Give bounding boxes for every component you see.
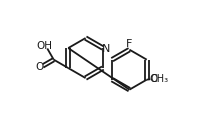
Text: O: O bbox=[35, 62, 43, 72]
Text: F: F bbox=[126, 39, 132, 49]
Text: CH₃: CH₃ bbox=[150, 74, 168, 84]
Text: N: N bbox=[101, 44, 110, 54]
Text: OH: OH bbox=[37, 41, 52, 51]
Text: O: O bbox=[149, 74, 158, 84]
